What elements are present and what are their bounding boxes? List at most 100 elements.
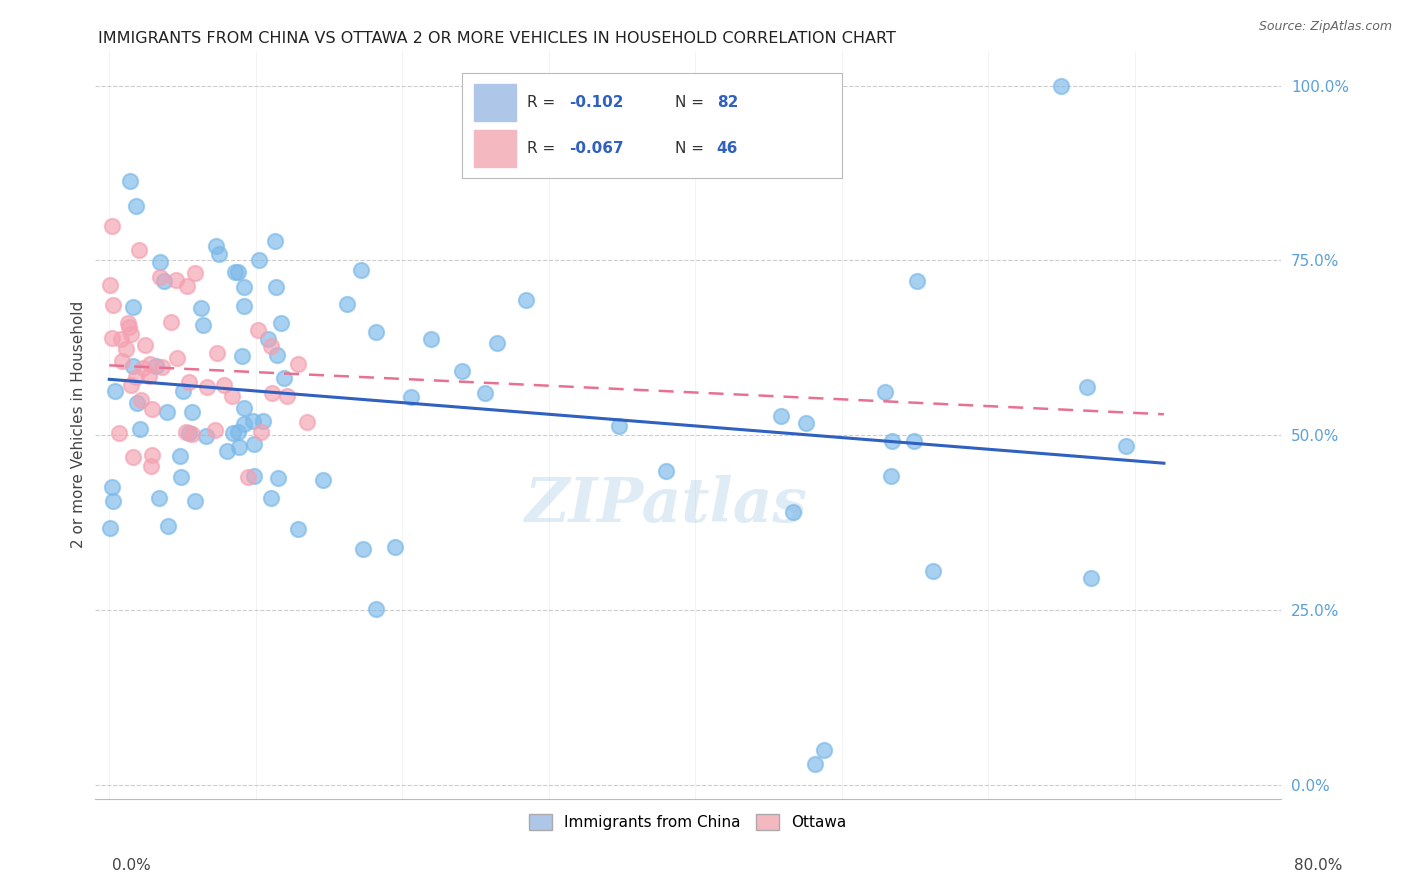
Point <box>224 265 246 279</box>
Point <box>231 349 253 363</box>
Point <box>228 440 250 454</box>
Point <box>249 425 271 439</box>
Point <box>922 564 945 578</box>
Point <box>129 392 152 407</box>
Point <box>207 346 229 360</box>
Point <box>149 255 172 269</box>
Point <box>141 402 163 417</box>
Point <box>233 401 256 416</box>
Point <box>165 273 187 287</box>
Point <box>204 239 226 253</box>
Point <box>208 246 231 260</box>
Point <box>264 279 287 293</box>
Point <box>181 426 204 441</box>
Point <box>148 270 170 285</box>
Point <box>129 422 152 436</box>
Point <box>176 278 198 293</box>
Point <box>122 359 145 373</box>
Point <box>107 426 129 441</box>
Point <box>125 199 148 213</box>
Point <box>782 505 804 519</box>
Point <box>364 601 387 615</box>
Point <box>352 541 374 556</box>
Point <box>145 359 167 373</box>
Point <box>221 389 243 403</box>
Point <box>183 493 205 508</box>
Point <box>122 450 145 464</box>
Point <box>264 234 287 248</box>
Point <box>252 415 274 429</box>
Text: 0.0%: 0.0% <box>112 858 152 872</box>
Point <box>233 280 256 294</box>
Point <box>451 364 474 378</box>
Text: 80.0%: 80.0% <box>1295 858 1343 872</box>
Point <box>366 325 388 339</box>
Point <box>156 404 179 418</box>
Point <box>214 378 236 392</box>
Point <box>273 371 295 385</box>
Point <box>101 331 124 345</box>
Point <box>98 277 121 292</box>
Point <box>195 380 218 394</box>
Point <box>115 342 138 356</box>
Point <box>170 470 193 484</box>
Point <box>138 369 160 384</box>
Point <box>226 265 249 279</box>
Point <box>243 437 266 451</box>
Point <box>122 300 145 314</box>
Point <box>191 318 214 333</box>
Point <box>195 429 218 443</box>
Point <box>262 386 284 401</box>
Point <box>166 351 188 366</box>
Point <box>260 339 283 353</box>
Point <box>177 376 200 390</box>
Point <box>266 347 288 361</box>
Point <box>232 417 254 431</box>
Point <box>905 274 928 288</box>
Point <box>172 384 194 398</box>
Point <box>184 266 207 280</box>
Point <box>655 464 678 478</box>
Point <box>226 425 249 439</box>
Point <box>152 274 174 288</box>
Point <box>110 332 132 346</box>
Point <box>256 332 278 346</box>
Point <box>882 434 904 448</box>
Point <box>287 522 309 536</box>
Point <box>222 426 245 441</box>
Point <box>217 443 239 458</box>
Point <box>349 263 371 277</box>
Point <box>515 293 537 307</box>
Point <box>295 415 318 429</box>
Point <box>880 469 903 483</box>
Point <box>148 491 170 505</box>
Point <box>150 359 173 374</box>
Point <box>101 494 124 508</box>
Point <box>236 470 259 484</box>
Point <box>287 357 309 371</box>
Point <box>769 409 792 424</box>
Point <box>384 540 406 554</box>
Point <box>242 414 264 428</box>
Point <box>190 301 212 316</box>
Point <box>474 385 496 400</box>
Point <box>120 377 142 392</box>
Point <box>117 316 139 330</box>
Point <box>98 521 121 535</box>
Point <box>336 297 359 311</box>
Point <box>233 299 256 313</box>
Point <box>794 416 817 430</box>
Point <box>267 471 290 485</box>
Point <box>101 479 124 493</box>
Point <box>247 323 270 337</box>
Y-axis label: 2 or more Vehicles in Household: 2 or more Vehicles in Household <box>72 301 86 549</box>
Point <box>1050 78 1073 93</box>
Legend: Immigrants from China, Ottawa: Immigrants from China, Ottawa <box>523 808 852 836</box>
Point <box>157 518 180 533</box>
Point <box>101 219 124 234</box>
Point <box>276 389 298 403</box>
Point <box>159 315 181 329</box>
Point <box>247 253 270 268</box>
Point <box>128 243 150 257</box>
Point <box>124 370 146 384</box>
